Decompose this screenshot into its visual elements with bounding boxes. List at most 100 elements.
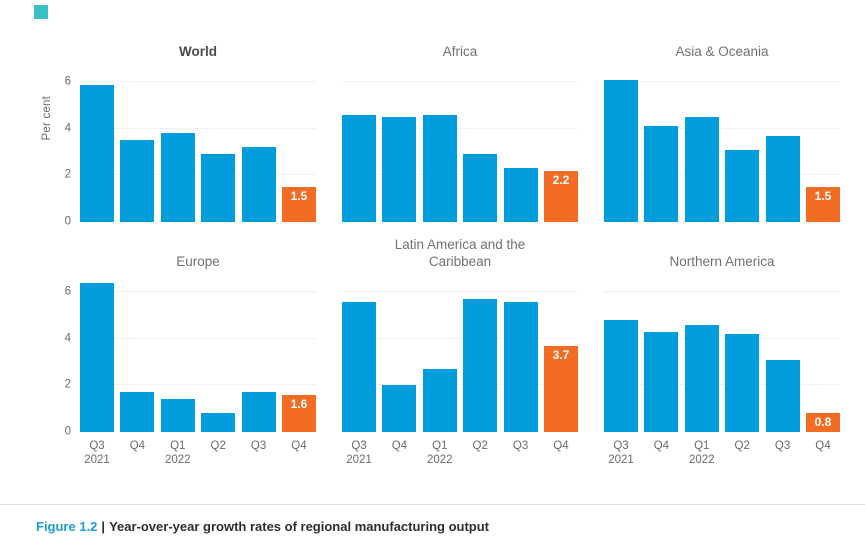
plot-area: 6 4 2 0 Per cent 1.5 xyxy=(41,70,316,227)
gridline-4 xyxy=(342,337,578,339)
chart-title: Latin America and the Caribbean xyxy=(394,237,526,269)
bar xyxy=(422,369,457,432)
chart-title: World xyxy=(179,44,217,59)
caption-divider xyxy=(0,504,865,505)
bar xyxy=(765,359,800,432)
bars-group: 1.6 xyxy=(80,280,316,432)
x-tick-label: Q4 xyxy=(382,439,416,471)
chart-latin-america-and-the-caribbean: Latin America and the Caribbean 3.7 Q3 2021… xyxy=(342,236,578,471)
chart-africa: Africa 2.2 xyxy=(342,26,578,222)
x-tick-quarter: Q1 xyxy=(694,440,710,452)
chart-europe: Europe 6 4 2 0 1.6 Q3 2021 Q4 Q1 2022 Q2 Q3 Q4 xyxy=(36,236,316,471)
chart-title: Northern America xyxy=(669,254,775,269)
chart-world: World 6 4 2 0 Per cent 1.5 xyxy=(36,26,316,227)
chart-title: Asia & Oceania xyxy=(675,44,769,59)
y-tick-label: 0 xyxy=(64,425,71,438)
x-tick-label: Q4 xyxy=(282,439,316,471)
x-tick-label: Q4 xyxy=(120,439,154,471)
x-tick-quarter: Q3 xyxy=(250,440,267,452)
gridline-6 xyxy=(342,291,578,293)
chart-title-box: Asia & Oceania xyxy=(604,26,840,60)
bar xyxy=(80,282,114,432)
chart-asia-oceania: Asia & Oceania 1.5 xyxy=(604,26,840,222)
gridline-2 xyxy=(342,174,578,176)
bars-group: 1.5 xyxy=(604,70,840,222)
y-axis-title: Per cent xyxy=(41,95,53,140)
x-tick-label: Q3 2021 xyxy=(80,439,114,471)
x-axis-labels: Q3 2021 Q4 Q1 2022 Q2 Q3 Q4 xyxy=(80,439,316,471)
gridline-4 xyxy=(80,337,316,339)
plot-area: 0.8 xyxy=(604,280,840,432)
x-tick-quarter: Q3 xyxy=(613,440,629,452)
x-tick-quarter: Q4 xyxy=(129,440,146,452)
highlight-value-label: 3.7 xyxy=(552,347,570,362)
chart-title-box: Europe xyxy=(80,236,316,270)
bar-highlight: 1.5 xyxy=(281,187,316,222)
x-axis-labels: Q3 2021 Q4 Q1 2022 Q2 Q3 Q4 xyxy=(604,439,840,471)
x-axis-labels: Q3 2021 Q4 Q1 2022 Q2 Q3 Q4 xyxy=(342,439,578,471)
figure-caption: Figure 1.2 | Year-over-year growth rates o… xyxy=(36,519,489,534)
x-tick-quarter: Q3 xyxy=(774,440,791,452)
x-tick-quarter: Q1 xyxy=(432,440,448,452)
gridline-6 xyxy=(342,81,578,83)
y-tick-label: 4 xyxy=(64,332,71,345)
x-tick-label: Q3 2021 xyxy=(342,439,376,471)
gridline-6 xyxy=(604,291,840,293)
gridline-2 xyxy=(604,174,840,176)
plot-area: 6 4 2 0 1.6 xyxy=(65,280,316,437)
x-tick-quarter: Q2 xyxy=(734,440,750,452)
gridline-6 xyxy=(80,81,316,83)
highlight-value-label: 2.2 xyxy=(552,172,570,187)
charts-grid: World 6 4 2 0 Per cent 1.5 Africa 2.2 Asia & Ocea… xyxy=(36,26,840,471)
x-tick-label: Q3 2021 xyxy=(604,439,638,471)
bar xyxy=(684,117,719,222)
highlight-value-label: 1.5 xyxy=(290,189,308,204)
x-tick-label: Q3 xyxy=(242,439,276,471)
teal-corner-marker xyxy=(34,5,48,19)
y-tick-label: 2 xyxy=(64,168,71,181)
bar xyxy=(120,392,155,432)
bar xyxy=(382,117,417,222)
x-tick-year: 2021 xyxy=(346,454,372,466)
x-tick-year: 2022 xyxy=(164,454,191,466)
x-tick-label: Q1 2022 xyxy=(685,439,719,471)
plot-area: 1.5 xyxy=(604,70,840,222)
gridline-6 xyxy=(80,291,316,293)
x-tick-year: 2022 xyxy=(688,454,715,466)
x-tick-label: Q3 xyxy=(504,439,538,471)
bar-highlight: 3.7 xyxy=(543,345,578,432)
bar-highlight: 1.6 xyxy=(281,394,316,432)
gridline-4 xyxy=(604,127,840,129)
bars-group: 2.2 xyxy=(342,70,578,222)
x-tick-label: Q4 xyxy=(806,439,840,471)
charts-row-bottom: Europe 6 4 2 0 1.6 Q3 2021 Q4 Q1 2022 Q2 Q3 Q4 Latin A… xyxy=(36,236,840,471)
bars-group: 1.5 xyxy=(80,70,316,222)
bar xyxy=(422,114,457,222)
gridline-4 xyxy=(342,127,578,129)
x-tick-quarter: Q4 xyxy=(553,440,569,452)
bar xyxy=(463,299,498,432)
x-tick-quarter: Q2 xyxy=(210,440,226,452)
x-tick-quarter: Q3 xyxy=(351,440,367,452)
x-tick-label: Q2 xyxy=(201,439,235,471)
y-tick-label: 4 xyxy=(64,122,71,135)
bar xyxy=(725,149,760,222)
caption-title: Year-over-year growth rates of regional … xyxy=(109,519,490,534)
chart-title-box: Africa xyxy=(342,26,578,60)
x-tick-label: Q2 xyxy=(463,439,497,471)
caption-separator: | xyxy=(101,519,106,534)
x-tick-quarter: Q4 xyxy=(391,440,408,452)
x-tick-label: Q1 2022 xyxy=(423,439,457,471)
chart-title-box: Latin America and the Caribbean xyxy=(342,236,578,270)
x-tick-year: 2021 xyxy=(84,454,110,466)
gridline-6 xyxy=(604,81,840,83)
figure-number: Figure 1.2 xyxy=(36,519,98,534)
bar xyxy=(765,135,800,222)
x-tick-quarter: Q4 xyxy=(653,440,670,452)
x-tick-quarter: Q3 xyxy=(89,440,105,452)
x-tick-year: 2021 xyxy=(608,454,634,466)
bar xyxy=(463,154,498,222)
gridline-2 xyxy=(342,384,578,386)
x-tick-label: Q4 xyxy=(544,439,578,471)
